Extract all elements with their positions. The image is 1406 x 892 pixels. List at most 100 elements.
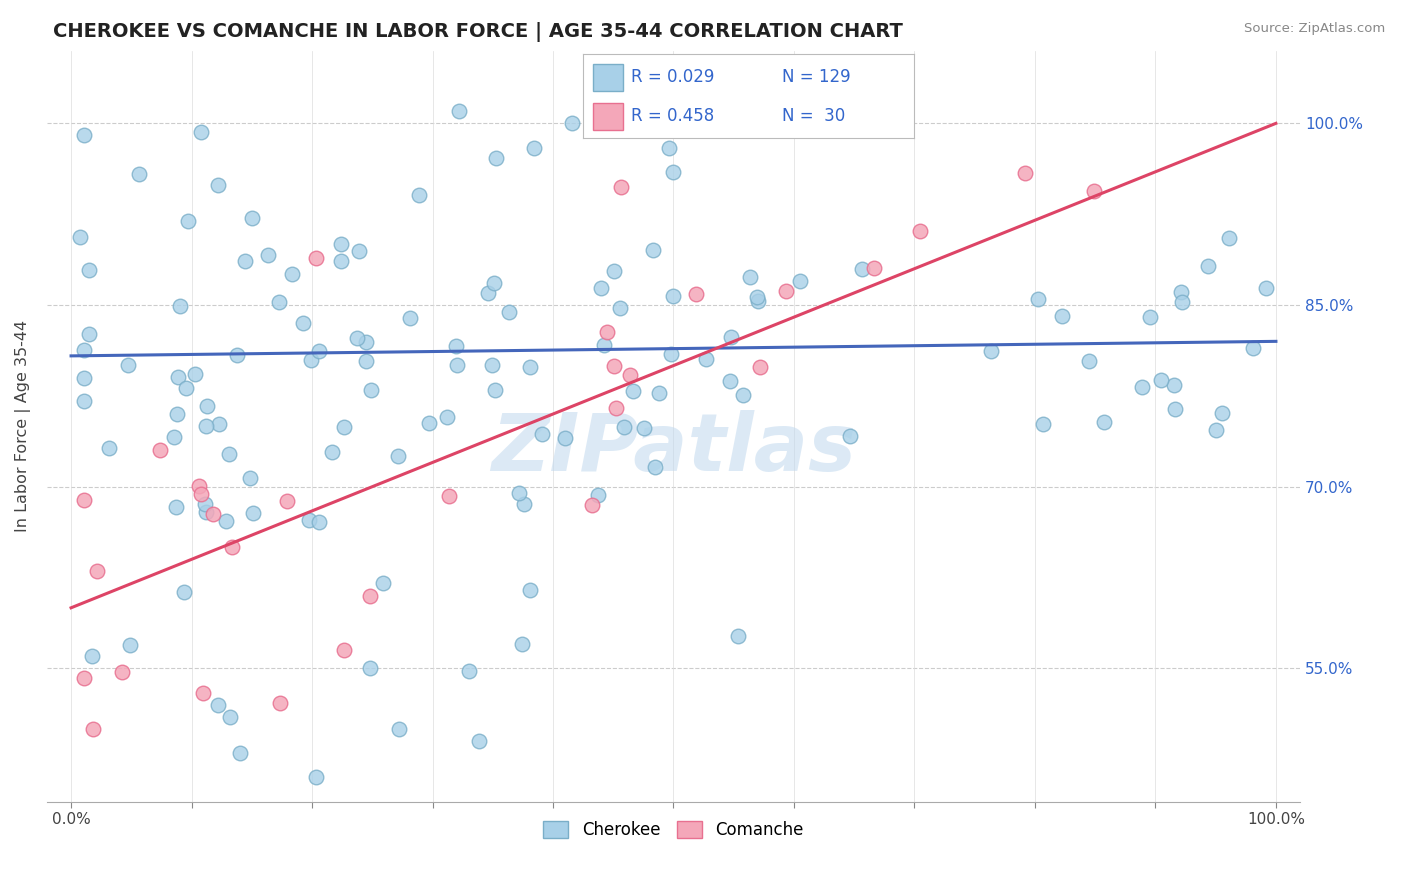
Point bbox=[73, 371, 96, 385]
Point bbox=[862, 260, 884, 275]
Point bbox=[291, 316, 314, 330]
Point bbox=[408, 188, 430, 202]
Point bbox=[1083, 185, 1105, 199]
Point bbox=[73, 671, 96, 685]
Point bbox=[72, 128, 94, 143]
Point bbox=[519, 582, 541, 597]
Point bbox=[447, 104, 470, 119]
Point bbox=[633, 421, 655, 435]
Point bbox=[498, 305, 520, 319]
Point bbox=[718, 374, 741, 388]
Point bbox=[359, 589, 381, 603]
Point bbox=[1171, 295, 1194, 310]
Point bbox=[659, 347, 682, 361]
Point bbox=[72, 343, 94, 357]
Point bbox=[586, 488, 609, 502]
Point bbox=[1218, 231, 1240, 245]
Point bbox=[561, 116, 583, 130]
Point bbox=[190, 125, 212, 139]
Point bbox=[167, 370, 190, 384]
Point bbox=[609, 301, 631, 315]
Point bbox=[359, 661, 381, 675]
Point bbox=[82, 722, 104, 736]
Point bbox=[165, 500, 187, 514]
Point bbox=[591, 281, 613, 295]
Point bbox=[662, 289, 685, 303]
Point bbox=[195, 419, 218, 434]
Point bbox=[371, 575, 394, 590]
Text: R = 0.458: R = 0.458 bbox=[631, 107, 714, 125]
Point bbox=[238, 471, 260, 485]
Point bbox=[215, 515, 238, 529]
Point bbox=[661, 165, 683, 179]
Point bbox=[329, 236, 352, 251]
Point bbox=[305, 770, 328, 784]
Point bbox=[321, 445, 343, 459]
Point bbox=[149, 442, 172, 457]
Point bbox=[510, 637, 533, 651]
Point bbox=[1139, 310, 1161, 325]
Y-axis label: In Labor Force | Age 35-44: In Labor Force | Age 35-44 bbox=[15, 320, 31, 533]
Point bbox=[281, 268, 304, 282]
Point bbox=[360, 384, 382, 398]
Point bbox=[621, 384, 644, 398]
Text: CHEROKEE VS COMANCHE IN LABOR FORCE | AGE 35-44 CORRELATION CHART: CHEROKEE VS COMANCHE IN LABOR FORCE | AG… bbox=[53, 22, 903, 42]
Point bbox=[308, 515, 330, 529]
Point bbox=[418, 416, 440, 430]
Point bbox=[908, 224, 931, 238]
Text: N =  30: N = 30 bbox=[782, 107, 845, 125]
Point bbox=[519, 359, 541, 374]
Point bbox=[775, 284, 797, 298]
Point bbox=[477, 286, 499, 301]
Legend: Cherokee, Comanche: Cherokee, Comanche bbox=[537, 814, 810, 846]
Point bbox=[1211, 406, 1233, 420]
Point bbox=[269, 696, 291, 710]
Point bbox=[257, 248, 280, 262]
Point bbox=[1050, 310, 1073, 324]
Point bbox=[347, 244, 370, 259]
Point bbox=[605, 401, 627, 416]
Point bbox=[436, 410, 458, 425]
Point bbox=[333, 643, 356, 657]
Point bbox=[980, 343, 1002, 358]
Point bbox=[346, 331, 368, 345]
Point bbox=[749, 360, 772, 375]
Point bbox=[523, 140, 546, 154]
Text: R = 0.029: R = 0.029 bbox=[631, 69, 714, 87]
Point bbox=[644, 459, 666, 474]
Point bbox=[481, 358, 503, 372]
Point bbox=[508, 485, 530, 500]
Point bbox=[97, 441, 120, 455]
Point bbox=[297, 513, 319, 527]
Point bbox=[208, 417, 231, 431]
Point bbox=[69, 230, 91, 244]
Point bbox=[658, 141, 681, 155]
Point bbox=[838, 429, 860, 443]
Point bbox=[166, 408, 188, 422]
Point bbox=[333, 420, 356, 434]
Point bbox=[468, 734, 491, 748]
Point bbox=[233, 253, 256, 268]
Point bbox=[73, 493, 96, 508]
Point bbox=[1241, 341, 1264, 355]
Point bbox=[1014, 166, 1036, 180]
Text: ZIPatlas: ZIPatlas bbox=[491, 409, 856, 488]
Point bbox=[77, 263, 100, 277]
Point bbox=[330, 254, 353, 268]
Point bbox=[190, 487, 212, 501]
Point bbox=[482, 277, 505, 291]
Point bbox=[596, 325, 619, 339]
Point bbox=[207, 178, 229, 193]
Point bbox=[1164, 402, 1187, 417]
Point bbox=[207, 698, 229, 712]
Point bbox=[218, 710, 240, 724]
Point bbox=[446, 339, 468, 353]
Point bbox=[240, 211, 263, 226]
Point bbox=[851, 262, 873, 277]
Point bbox=[195, 399, 218, 413]
Point bbox=[581, 498, 603, 512]
Point bbox=[111, 665, 134, 680]
Point bbox=[603, 264, 626, 278]
Point bbox=[218, 446, 240, 460]
Point bbox=[1170, 285, 1192, 300]
